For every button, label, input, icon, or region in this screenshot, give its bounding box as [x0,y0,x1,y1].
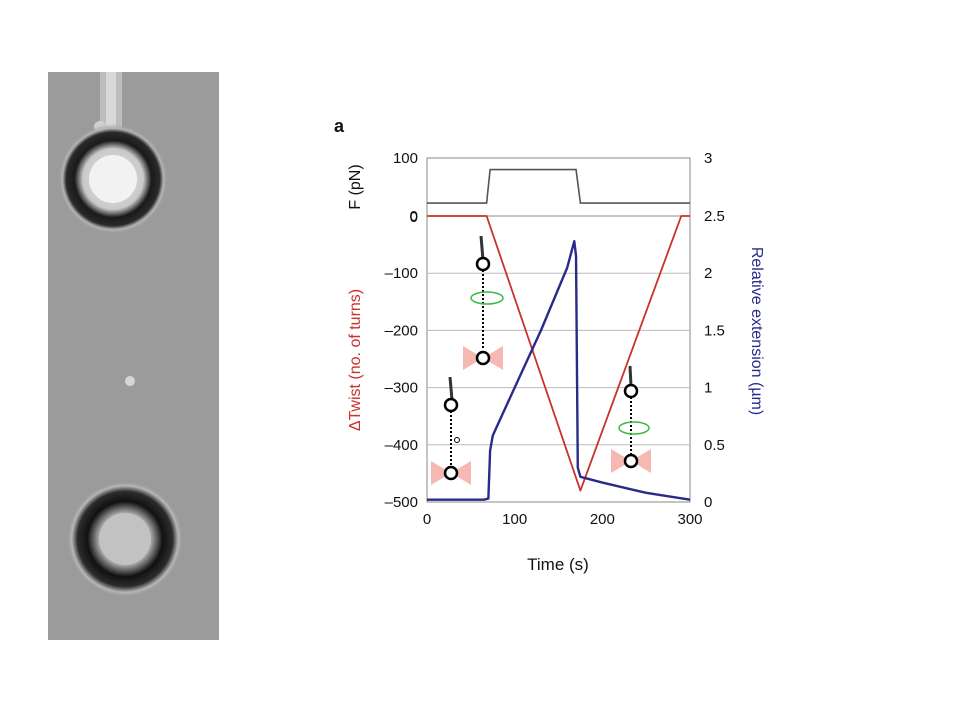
top-y-tick-0: 0 [410,209,418,226]
twist-extension-chart: a 100 0 3 F (pN) 0 –100 –200 –300 –400 –500 0… [334,116,765,574]
right-y-tick: 2.5 [704,208,725,225]
right-y-tick: 1 [704,380,712,397]
left-y-tick: –100 [385,265,418,282]
tether-schematic-1 [463,235,504,370]
x-tick: 200 [590,511,615,528]
tether-schematic-2 [431,376,471,485]
right-y-tick: 2 [704,265,712,282]
twist-series-line [427,215,690,492]
left-y-tick: 0 [410,208,418,225]
optical-tweezers-micrograph [48,72,219,640]
left-y-tick: –200 [385,322,418,339]
left-y-tick: –500 [385,494,418,511]
x-tick: 0 [423,511,431,528]
right-y-tick-3: 3 [704,150,712,167]
right-y-axis-label: Relative extension (µm) [748,247,765,415]
x-axis-label: Time (s) [527,555,589,574]
x-tick: 300 [677,511,702,528]
left-y-tick: –400 [385,437,418,454]
bottom-panel: 0 –100 –200 –300 –400 –500 0 0.5 1 1.5 2 2.5 0 100 2… [347,208,765,574]
left-y-tick: –300 [385,380,418,397]
top-y-axis-label: F (pN) [347,164,364,209]
top-y-tick-100: 100 [393,150,418,167]
force-series-line [427,168,690,204]
tether-schematic-3 [611,365,651,473]
right-y-tick: 1.5 [704,322,725,339]
right-y-tick: 0.5 [704,437,725,454]
right-y-tick: 0 [704,494,712,511]
panel-label: a [334,116,345,136]
extension-series-line [427,239,691,501]
x-tick: 100 [502,511,527,528]
left-y-axis-label: ΔTwist (no. of turns) [347,289,364,431]
top-panel: 100 0 3 F (pN) [347,150,712,226]
small-bead [125,376,135,386]
